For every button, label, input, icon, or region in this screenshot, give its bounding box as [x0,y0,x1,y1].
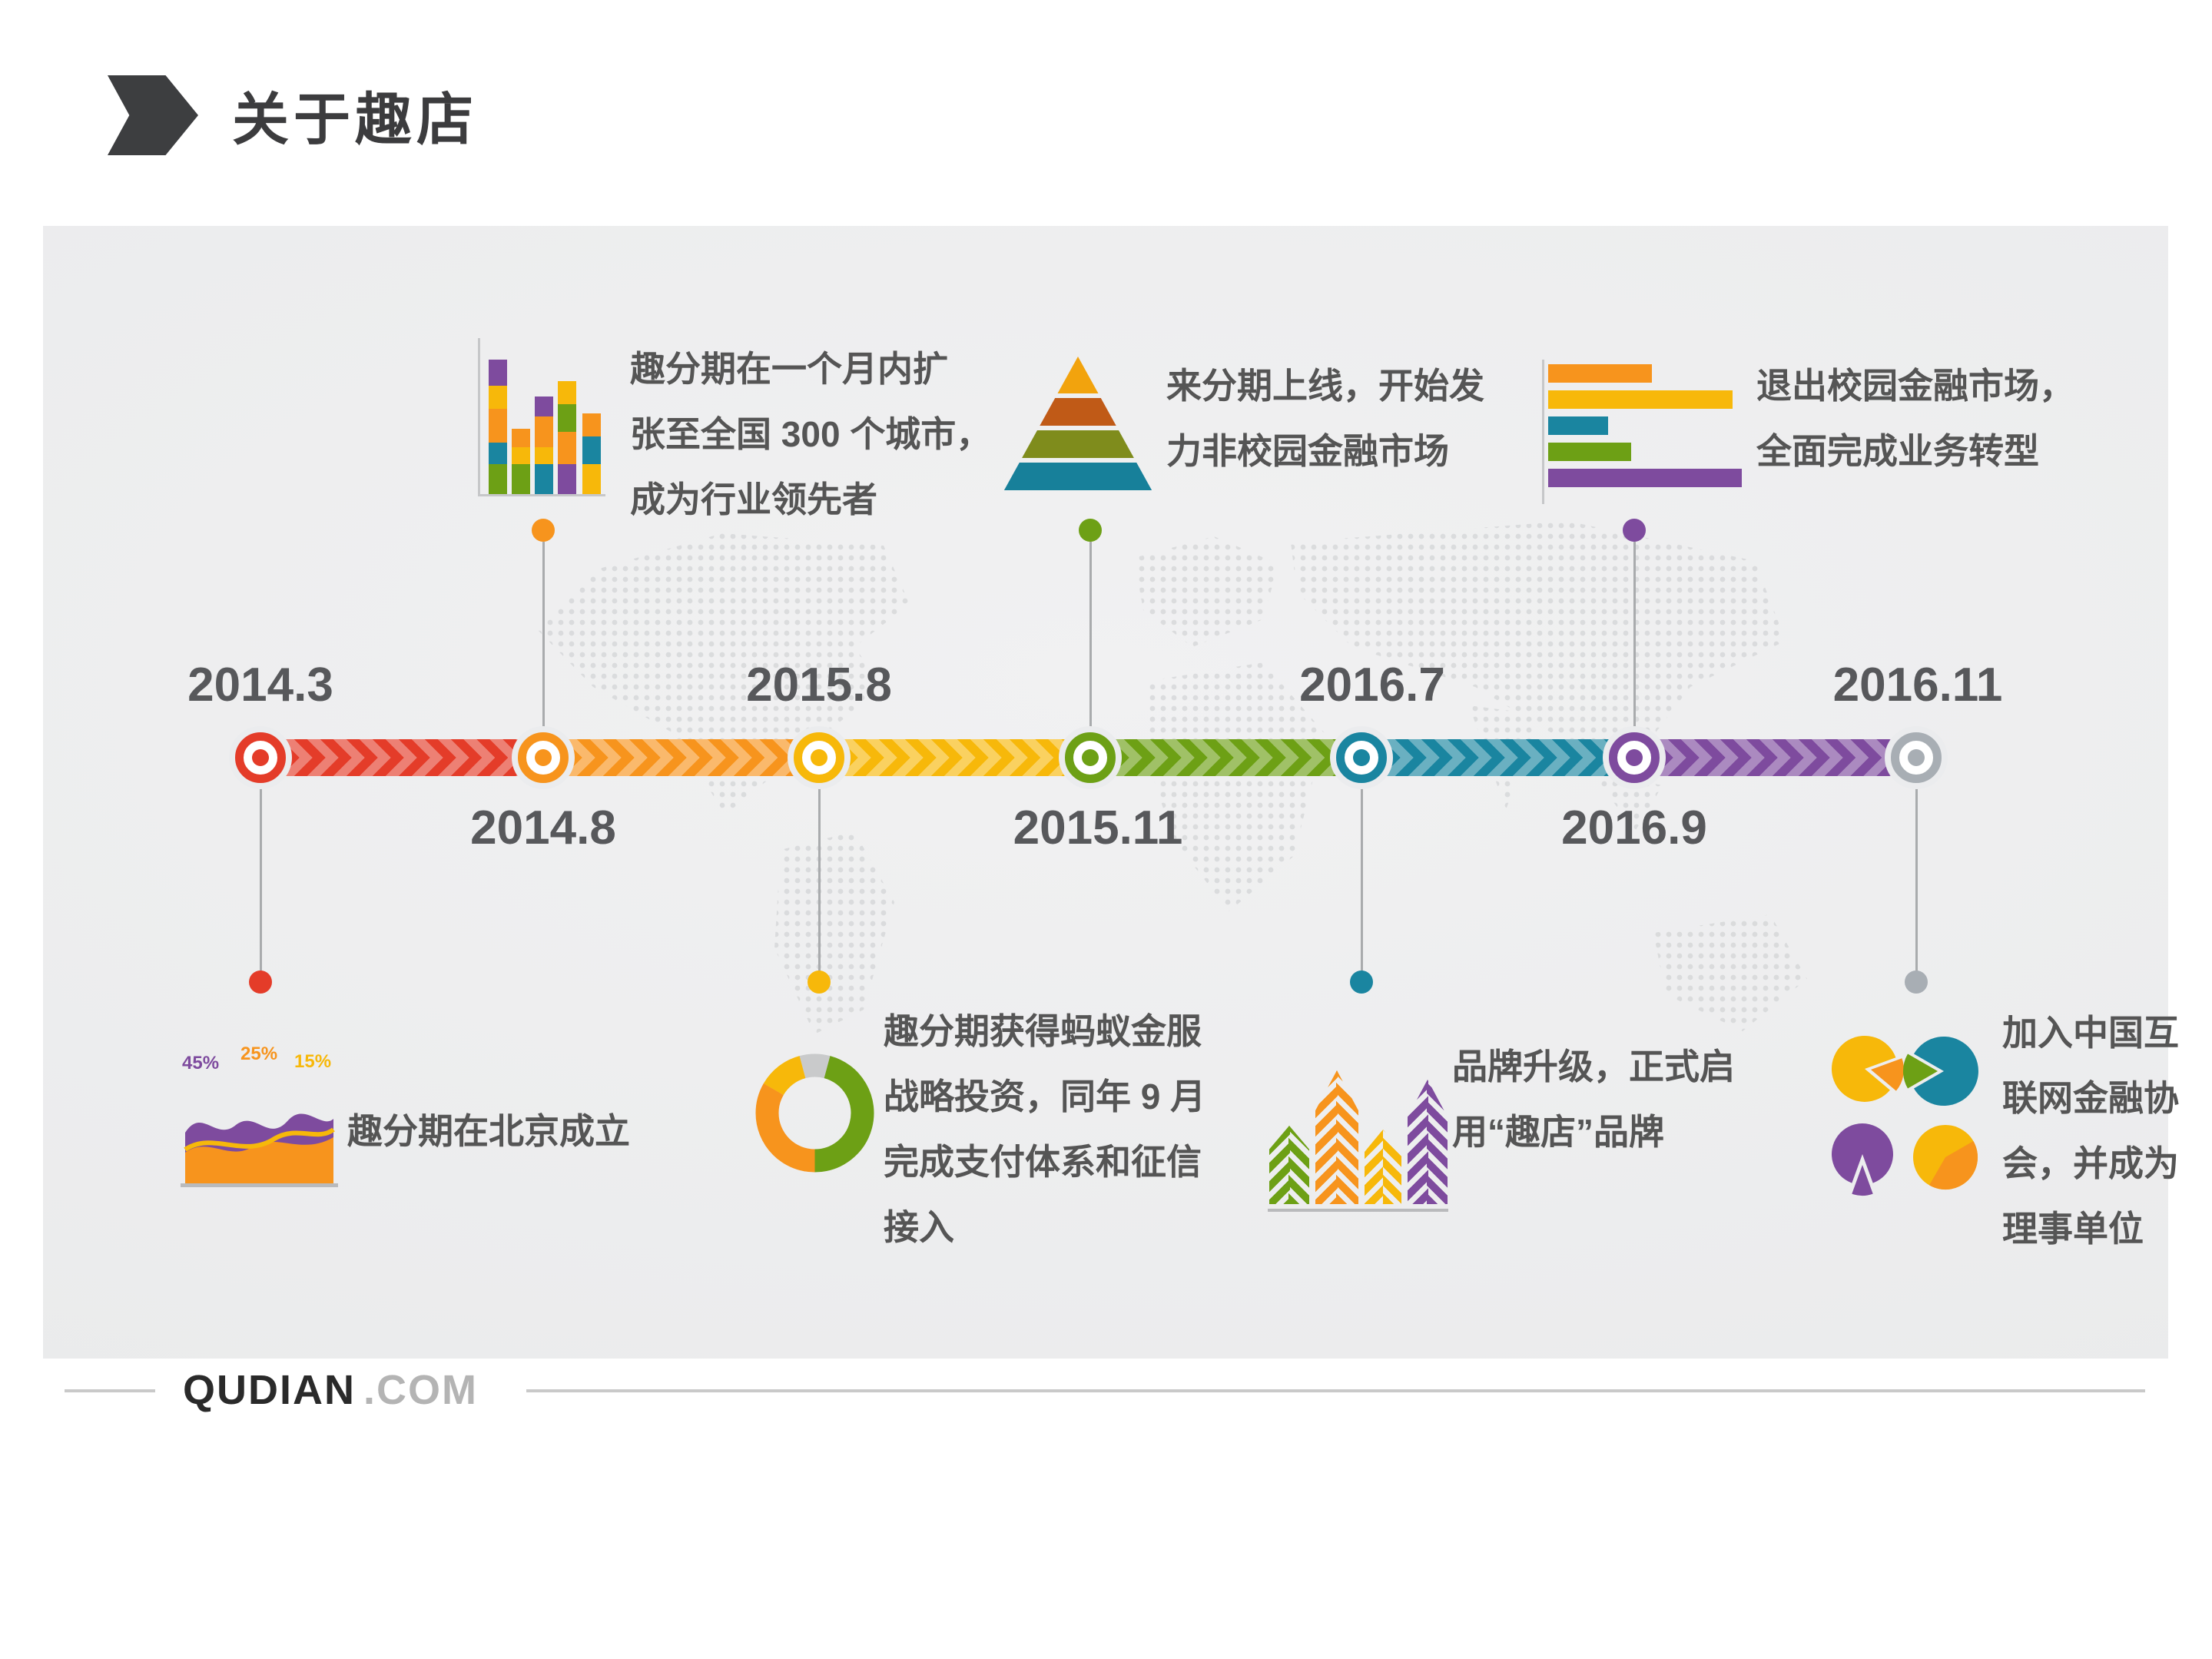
brand-suffix: .COM [363,1367,478,1413]
footer-line-left [65,1389,155,1392]
connector-dot [249,971,272,994]
timeline-bar-segment [260,739,543,776]
page-title: 关于趣店 [232,88,478,151]
chart-label: 45% [182,1053,220,1073]
timeline-bar-segment [1090,739,1361,776]
connector-dot [1079,519,1102,542]
event-date: 2016.7 [1299,659,1445,712]
node-dot [811,749,827,766]
area-chart-icon: 45% 25% 15% [181,1044,338,1189]
brand-name: QUDIAN [183,1367,356,1413]
timeline-node [235,732,286,783]
connector-line [818,783,821,974]
connector-dot [1623,519,1646,542]
timeline-node [1336,732,1387,783]
pyramid-chart-icon [997,353,1159,501]
horizontal-bar-chart-icon [1540,360,1744,504]
event-date: 2014.8 [470,801,616,854]
connector-dot [808,971,831,994]
footer-line-right [526,1389,2145,1392]
event-date: 2016.11 [1832,659,2003,712]
node-dot [1626,749,1643,766]
event-description: 趣分期在一个月内扩 张至全国 300 个城市， 成为行业领先者 [630,349,992,520]
chart-label: 25% [240,1044,278,1064]
timeline-bar-segment [819,739,1090,776]
connector-dot [1905,971,1928,994]
event-description: 退出校园金融市场， 全面完成业务转型 [1756,366,2074,472]
event-description: 加入中国互 联网金融协 会，并成为 理事单位 [2002,1013,2179,1249]
chart-label: 15% [294,1051,332,1072]
timeline-node [1609,732,1660,783]
footer-brand: QUDIAN .COM [183,1366,478,1414]
event-date: 2015.8 [746,659,892,712]
node-dot [252,749,269,766]
event-date: 2015.11 [1013,801,1183,854]
connector-dot [532,519,555,542]
connector-line [1089,542,1092,732]
event-description: 品牌升级，正式启 用“趣店”品牌 [1452,1047,1735,1153]
node-dot [1082,749,1099,766]
timeline-bar [260,739,1916,776]
connector-dot [1350,971,1373,994]
timeline-node [1065,732,1116,783]
event-description: 来分期上线，开始发 力非校园金融市场 [1166,366,1484,472]
connector-line [1915,783,1918,974]
timeline-bar-segment [1361,739,1634,776]
timeline-node [1891,732,1942,783]
stacked-bar-chart-icon [475,338,605,501]
arrow-columns-icon [1268,1054,1448,1212]
event-date: 2014.3 [187,659,333,712]
pie-charts-icon [1822,1025,1991,1206]
node-dot [535,749,552,766]
connector-line [1361,783,1363,974]
donut-chart-icon [744,1042,886,1184]
node-dot [1908,749,1925,766]
arrow-column [1269,1126,1309,1204]
node-dot [1353,749,1370,766]
event-date: 2016.9 [1561,801,1707,854]
connector-line [260,783,262,974]
timeline-bar-segment [1634,739,1916,776]
world-map-background [538,521,1807,1034]
connector-line [542,542,545,732]
timeline-bar-segment [543,739,819,776]
timeline-node [518,732,569,783]
event-description: 趣分期在北京成立 [347,1111,630,1151]
timeline-node [794,732,844,783]
baseline [1268,1209,1448,1212]
connector-line [1633,542,1636,732]
event-description: 趣分期获得蚂蚁金服 战略投资，同年 9 月 完成支付体系和征信 接入 [884,1011,1206,1248]
